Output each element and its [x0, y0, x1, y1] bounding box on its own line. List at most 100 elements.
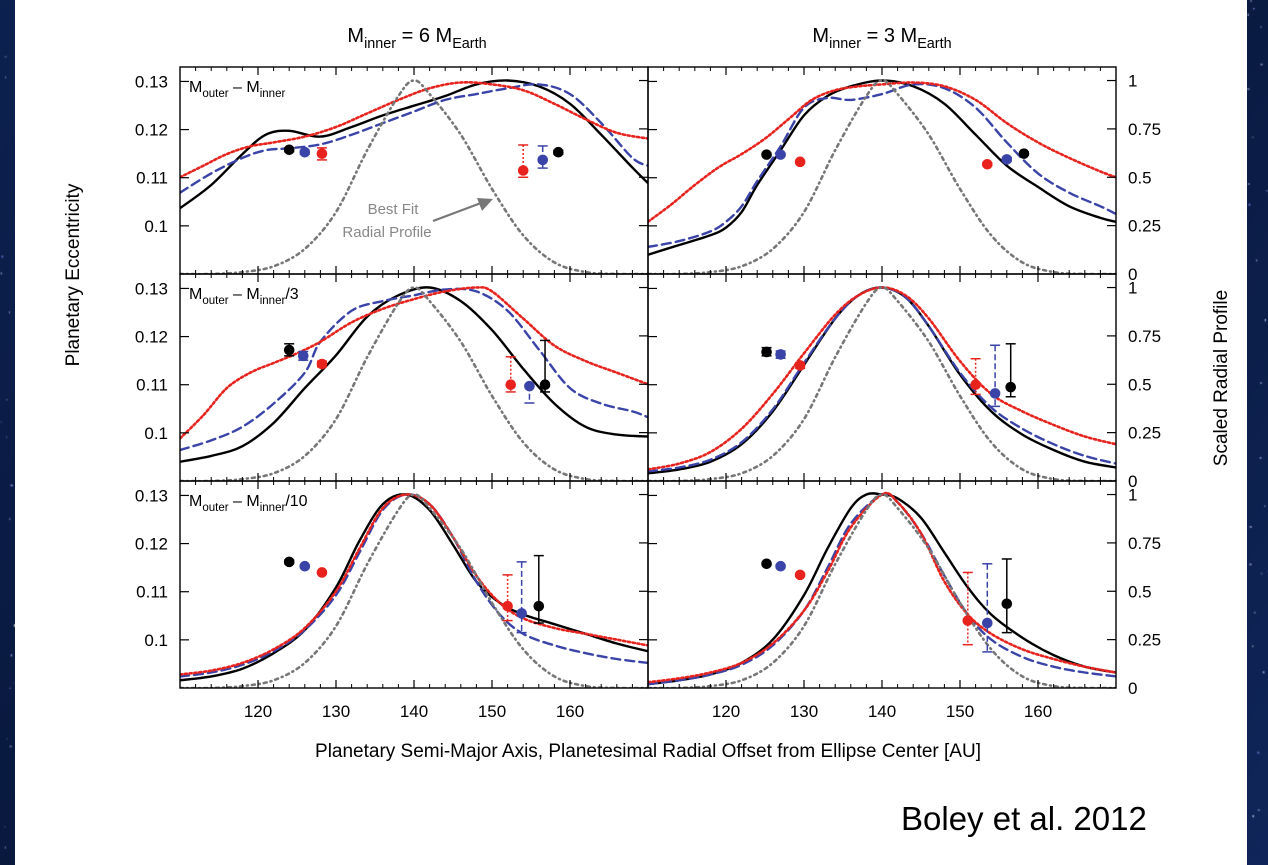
datapoint-red [982, 158, 993, 170]
y-tick-label-left: 0.12 [135, 535, 168, 554]
column-title-left: Minner = 6 MEarth [347, 25, 486, 52]
series-dashed-blue [180, 83, 648, 194]
datapoint-black [1005, 381, 1016, 393]
y-tick-label-right: 0.75 [1128, 120, 1161, 139]
datapoint-blue [516, 608, 527, 619]
series-solid-black [180, 493, 648, 682]
panel-frame [179, 66, 649, 275]
row-label: Mouter – Minner/3 [189, 286, 299, 307]
y-tick-label-right: 0 [1128, 472, 1137, 491]
series-solid-black [180, 79, 648, 210]
series-dotted-red [648, 491, 1116, 684]
series-dashed-blue [180, 493, 648, 678]
panel-frame [179, 273, 649, 482]
datapoint-blue [775, 149, 786, 160]
x-tick-label: 130 [322, 702, 350, 721]
series-dashed-blue [648, 492, 1116, 686]
panel-frame [179, 480, 649, 689]
y-tick-label-left: 0.11 [136, 376, 168, 395]
series-dashdot-grey [648, 79, 1116, 274]
y-tick-label-right: 0 [1128, 679, 1137, 698]
x-tick-label: 150 [478, 702, 506, 721]
datapoint-black [761, 149, 772, 160]
y-axis-label-left: Planetary Eccentricity [63, 183, 84, 366]
y-tick-label-right: 0.5 [1128, 168, 1152, 187]
annotation-text: Radial Profile [342, 224, 431, 241]
x-tick-label: 140 [868, 702, 896, 721]
panel-r1-c1 [648, 286, 1116, 481]
y-tick-label-right: 0.75 [1128, 327, 1161, 346]
credit-text: Boley et al. 2012 [901, 800, 1147, 837]
panel-r0-c0 [180, 79, 648, 274]
datapoint-red [505, 379, 517, 391]
y-tick-label-left: 0.13 [135, 279, 168, 298]
y-tick-label-left: 0.13 [135, 486, 168, 505]
y-tick-label-left: 0.1 [144, 631, 168, 650]
datapoint-black [283, 144, 295, 156]
slide: 0.1 0.11 0.12 0.13 0 0.25 0.5 0.75 1 0.1 0.11 0.12 0… [15, 0, 1247, 865]
y-tick-label-left: 0.1 [144, 217, 168, 236]
datapoint-red [502, 600, 513, 612]
y-tick-label-right: 0 [1128, 265, 1137, 284]
datapoint-blue [775, 349, 786, 360]
series-solid-black [648, 286, 1116, 475]
y-tick-label-left: 0.11 [136, 169, 168, 188]
datapoint-blue [1001, 154, 1013, 165]
series-dashdot-grey [180, 493, 648, 688]
x-tick-label: 120 [712, 702, 740, 721]
series-dotted-red [180, 493, 648, 676]
row-label: Mouter – Minner [189, 79, 285, 100]
datapoint-black [283, 344, 295, 356]
x-tick-label: 150 [946, 702, 974, 721]
datapoint-blue [989, 388, 1001, 399]
datapoint-blue [537, 154, 548, 166]
datapoint-black [1018, 148, 1030, 159]
y-tick-label-left: 0.12 [135, 121, 168, 140]
y-tick-label-right: 0.25 [1128, 217, 1161, 236]
x-tick-label: 130 [790, 702, 818, 721]
panel-r2-c0 [180, 493, 648, 688]
datapoint-blue [982, 617, 993, 629]
datapoint-blue [775, 560, 786, 572]
datapoint-red [794, 156, 806, 168]
series-dashed-blue [648, 286, 1116, 473]
panel-frame [647, 273, 1117, 482]
y-tick-label-left: 0.12 [135, 328, 168, 347]
row-label: Mouter – Minner/10 [189, 493, 308, 514]
datapoint-black [533, 600, 545, 612]
column-title-right: Minner = 3 MEarth [812, 25, 951, 52]
datapoint-black [553, 146, 564, 158]
datapoint-black [761, 346, 772, 358]
x-axis-label: Planetary Semi-Major Axis, Planetesimal … [315, 741, 981, 762]
y-tick-label-right: 0.25 [1128, 424, 1161, 443]
series-dashdot-grey [180, 79, 648, 274]
y-tick-label-left: 0.1 [144, 424, 168, 443]
datapoint-black [1001, 598, 1013, 610]
annotation-arrow-line [432, 201, 482, 223]
panel-r2-c1 [648, 491, 1116, 688]
x-tick-label: 160 [556, 702, 584, 721]
datapoint-red [794, 360, 806, 371]
y-tick-label-right: 0.5 [1128, 375, 1152, 394]
y-tick-label-right: 0.5 [1128, 582, 1152, 601]
datapoint-red [316, 148, 328, 159]
datapoint-black [283, 556, 295, 568]
series-solid-black [648, 492, 1116, 686]
series-dotted-red [180, 286, 648, 440]
annotation-text: Best Fit [368, 201, 420, 218]
panel-r1-c0 [180, 286, 648, 481]
series-dashed-blue [648, 82, 1116, 249]
datapoint-red [517, 165, 529, 176]
datapoint-red [316, 358, 328, 370]
datapoint-red [970, 379, 981, 391]
x-tick-label: 140 [400, 702, 428, 721]
figure: 0.1 0.11 0.12 0.13 0 0.25 0.5 0.75 1 0.1 0.11 0.12 0… [63, 25, 1232, 762]
y-tick-label-left: 0.11 [136, 583, 168, 602]
datapoint-blue [299, 146, 311, 158]
y-axis-label-right: Scaled Radial Profile [1211, 290, 1232, 466]
y-tick-label-right: 0.75 [1128, 534, 1161, 553]
x-tick-label: 120 [244, 702, 272, 721]
panel-frame [647, 66, 1117, 275]
x-tick-label: 160 [1024, 702, 1052, 721]
y-tick-label-right: 1 [1128, 279, 1137, 298]
